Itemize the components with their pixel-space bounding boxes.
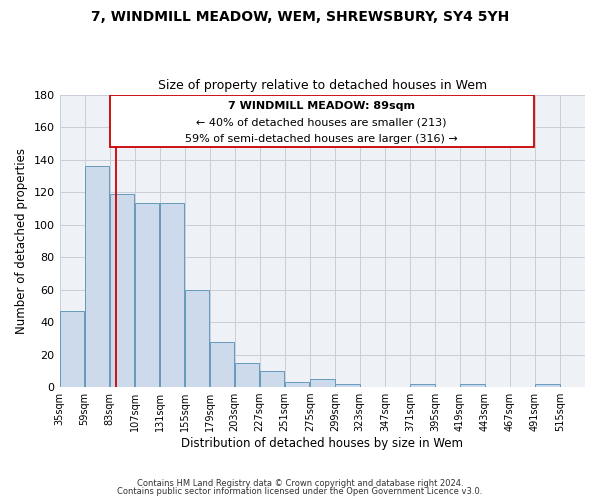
Bar bbox=[60, 310, 85, 387]
Title: Size of property relative to detached houses in Wem: Size of property relative to detached ho… bbox=[158, 79, 487, 92]
Bar bbox=[460, 384, 485, 387]
Bar bbox=[135, 204, 160, 387]
Bar bbox=[160, 204, 184, 387]
Bar bbox=[85, 166, 109, 387]
Bar bbox=[260, 371, 284, 387]
Bar bbox=[235, 362, 259, 387]
Bar bbox=[535, 384, 560, 387]
Text: 7 WINDMILL MEADOW: 89sqm: 7 WINDMILL MEADOW: 89sqm bbox=[228, 101, 415, 111]
Bar bbox=[185, 290, 209, 387]
Bar bbox=[285, 382, 310, 387]
Bar bbox=[210, 342, 235, 387]
Text: Contains public sector information licensed under the Open Government Licence v3: Contains public sector information licen… bbox=[118, 487, 482, 496]
Text: 59% of semi-detached houses are larger (316) →: 59% of semi-detached houses are larger (… bbox=[185, 134, 458, 143]
Text: ← 40% of detached houses are smaller (213): ← 40% of detached houses are smaller (21… bbox=[196, 118, 447, 128]
Text: Contains HM Land Registry data © Crown copyright and database right 2024.: Contains HM Land Registry data © Crown c… bbox=[137, 478, 463, 488]
Bar bbox=[110, 194, 134, 387]
Bar bbox=[335, 384, 359, 387]
Text: 7, WINDMILL MEADOW, WEM, SHREWSBURY, SY4 5YH: 7, WINDMILL MEADOW, WEM, SHREWSBURY, SY4… bbox=[91, 10, 509, 24]
FancyBboxPatch shape bbox=[110, 94, 534, 146]
Bar bbox=[310, 379, 335, 387]
X-axis label: Distribution of detached houses by size in Wem: Distribution of detached houses by size … bbox=[181, 437, 463, 450]
Y-axis label: Number of detached properties: Number of detached properties bbox=[15, 148, 28, 334]
Bar bbox=[410, 384, 434, 387]
